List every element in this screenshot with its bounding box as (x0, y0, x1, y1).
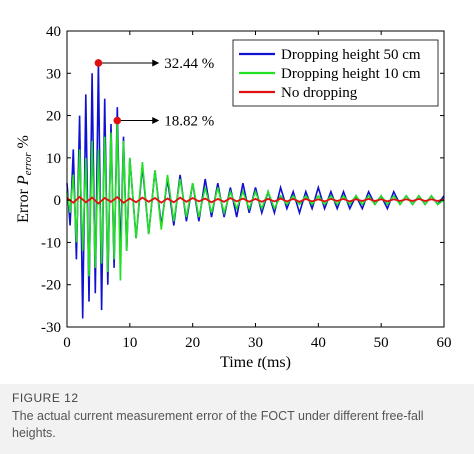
caption-title: FIGURE 12 (12, 391, 79, 405)
x-axis-label-main: Time (220, 354, 257, 371)
annotation-arrowhead-0 (152, 59, 160, 67)
annotation-marker-1 (113, 116, 122, 125)
x-tick-label-6: 60 (437, 335, 452, 351)
x-tick-label-0: 0 (63, 335, 71, 351)
y-tick-label-4: 10 (46, 151, 61, 167)
annotation-label-1: 18.82 % (164, 114, 214, 130)
tick-layer: 0 10 20 30 40 50 60 -30 -20 -10 0 10 20 30 40 (41, 24, 452, 351)
y-tick-label-0: -30 (41, 320, 61, 336)
x-axis-label-var: t (257, 354, 262, 371)
annotation-layer: 32.44 % 18.82 % (94, 56, 214, 130)
y-tick-label-6: 30 (46, 66, 61, 82)
y-axis-label: Error Perror % (15, 135, 34, 223)
caption-text: The actual current measurement error of … (12, 409, 424, 440)
annotation-arrowhead-1 (152, 117, 160, 125)
series-line-2 (66, 195, 445, 205)
y-tick-label-3: 0 (54, 193, 62, 209)
series-layer (66, 62, 445, 319)
y-tick-label-7: 40 (46, 24, 61, 40)
y-axis-label-unit: % (15, 135, 32, 152)
x-tick-label-2: 20 (185, 335, 200, 351)
y-tick-label-1: -20 (41, 278, 61, 294)
x-tick-label-1: 10 (122, 335, 137, 351)
x-axis-label-unit: (ms) (262, 354, 291, 371)
y-tick-label-5: 20 (46, 109, 61, 125)
annotation-label-0: 32.44 % (164, 56, 214, 72)
chart: 32.44 % 18.82 % 0 10 20 30 40 50 60 -30 -20 -10 0 10… (15, 24, 452, 371)
x-tick-label-4: 40 (311, 335, 326, 351)
legend: Dropping height 50 cm Dropping height 10 … (232, 39, 439, 107)
legend-label-2: No dropping (281, 85, 358, 101)
caption-band (0, 384, 474, 454)
x-tick-label-5: 50 (374, 335, 389, 351)
y-axis-label-sub: error (22, 152, 34, 176)
legend-label-0: Dropping height 50 cm (281, 47, 421, 63)
y-axis-label-var: P (15, 175, 32, 186)
annotation-marker-0 (94, 59, 103, 67)
x-tick-label-3: 30 (248, 335, 263, 351)
x-axis-label: Time t(ms) (220, 354, 291, 371)
legend-label-1: Dropping height 10 cm (281, 66, 421, 82)
y-axis-label-main: Error (15, 185, 32, 223)
y-tick-label-2: -10 (41, 235, 61, 251)
